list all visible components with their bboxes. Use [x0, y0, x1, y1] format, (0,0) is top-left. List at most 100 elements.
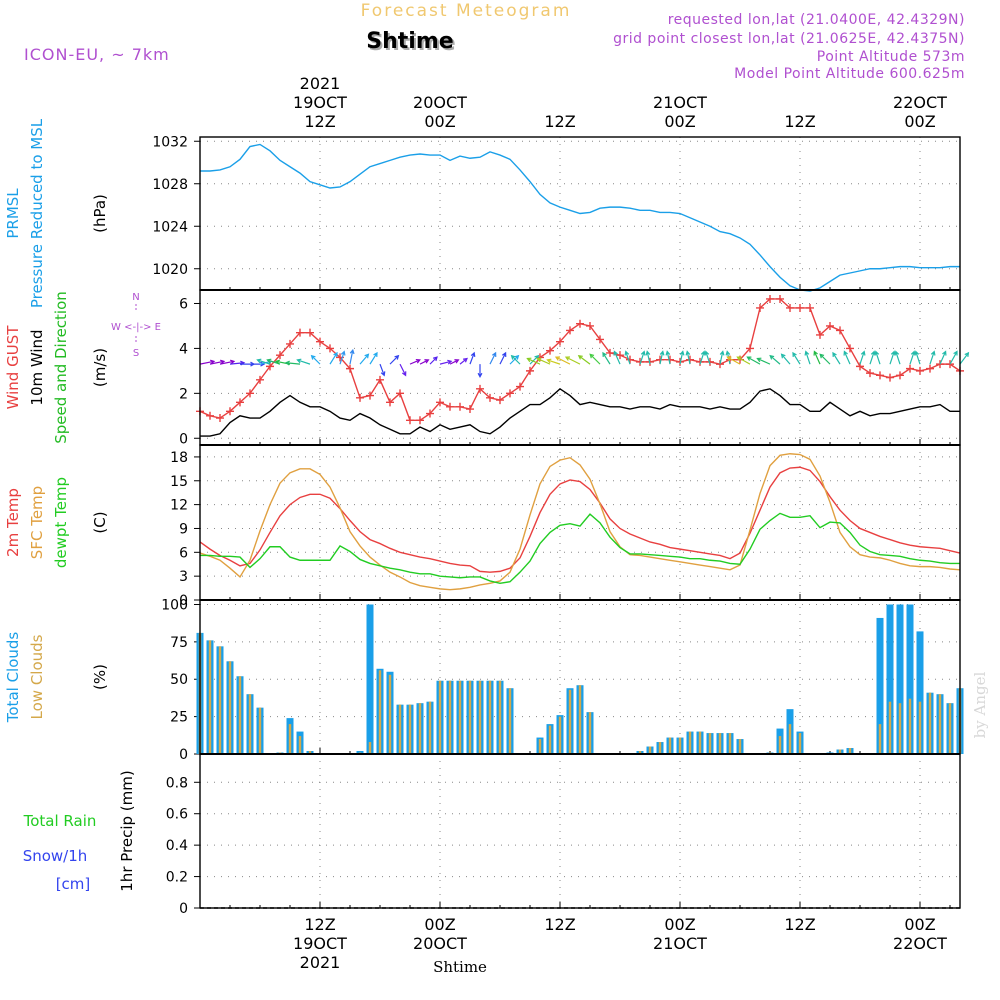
y-tick-label: 0: [179, 901, 188, 917]
gust-point: [836, 326, 844, 335]
wind-direction-arrow: [459, 357, 468, 365]
series-line-pressure: [200, 143, 960, 292]
wind-direction-arrow: [613, 350, 621, 365]
y-tick-label: 0: [179, 747, 188, 763]
watermark: by Angel: [971, 671, 989, 738]
super-title: Forecast Meteogram: [361, 1, 572, 21]
wind-direction-arrow: [665, 350, 671, 365]
gust-point: [506, 389, 514, 398]
panel-label: 10m Wind: [28, 329, 46, 405]
gust-point: [496, 396, 504, 405]
low-cloud-bar: [638, 751, 642, 754]
top-time-label: 12Z: [784, 112, 815, 131]
panel-frame: [199, 444, 961, 601]
total-cloud-bar: [896, 604, 904, 754]
low-cloud-bar: [788, 724, 792, 754]
y-axis-label: (hPa): [91, 194, 109, 233]
low-cloud-bar: [648, 746, 652, 754]
gust-point: [556, 337, 564, 346]
y-tick-label: 2: [179, 386, 188, 402]
wind-direction-arrow: [792, 351, 801, 365]
bottom-time-label: 20OCT: [413, 934, 467, 953]
low-cloud-bar: [558, 716, 562, 754]
low-cloud-bar: [838, 749, 842, 754]
wind-direction-arrow: [310, 354, 321, 365]
total-cloud-bar: [916, 631, 924, 754]
gust-point: [916, 366, 924, 375]
low-cloud-bar: [308, 751, 312, 754]
wind-direction-arrow: [564, 356, 581, 365]
low-cloud-bar: [848, 748, 852, 754]
total-cloud-bar: [906, 604, 914, 754]
top-time-label: 00Z: [424, 112, 455, 131]
gust-point: [546, 346, 554, 355]
series-line-sfc-temp: [199, 453, 961, 591]
wind-direction-arrow: [914, 350, 921, 365]
gust-point: [316, 337, 324, 346]
bottom-time-label: 00Z: [904, 915, 935, 934]
bottom-time-label: 12Z: [544, 915, 575, 934]
low-cloud-bar: [448, 680, 452, 754]
series-line-dewpt-temp: [200, 512, 960, 585]
x-axis-title: Shtime: [433, 958, 487, 976]
wind-direction-arrow: [645, 350, 651, 365]
panel-pressure: 1020 1024 1028 1032 PRMSL Pressure Reduced to…: [4, 118, 961, 308]
wind-direction-arrow: [736, 356, 751, 365]
wind-direction-arrow: [477, 364, 483, 378]
wind-direction-arrow: [209, 359, 226, 365]
low-cloud-bar: [708, 733, 712, 754]
low-cloud-bar: [398, 704, 402, 754]
y-tick-label: 0.8: [166, 775, 188, 791]
series-line-10m-wind: [200, 387, 960, 437]
y-tick-label: 1024: [152, 219, 188, 235]
gust-point: [606, 348, 614, 357]
wind-direction-arrow: [719, 350, 725, 365]
bottom-time-label: 12Z: [784, 915, 815, 934]
gust-point: [466, 405, 474, 414]
compass-north: N: [132, 292, 139, 303]
y-tick-label: 15: [170, 474, 188, 490]
low-cloud-bar: [898, 703, 902, 754]
gust-point: [306, 328, 314, 337]
wind-direction-arrow: [859, 350, 866, 365]
wind-direction-arrow: [554, 356, 571, 365]
series-line-2m-temp: [199, 466, 961, 573]
low-cloud-bar: [588, 712, 592, 754]
gust-point: [206, 411, 214, 420]
point-altitude: Point Altitude 573m: [817, 49, 965, 65]
low-cloud-bar: [218, 646, 222, 754]
low-cloud-bar: [438, 680, 442, 754]
gust-point: [476, 384, 484, 393]
low-cloud-bar: [508, 688, 512, 754]
bottom-time-label: 2021: [300, 953, 341, 972]
gust-point: [346, 364, 354, 373]
gust-point: [566, 326, 574, 335]
gust-point: [276, 351, 284, 360]
series-line-wind-gust: [199, 298, 961, 421]
wind-direction-arrow: [813, 350, 821, 365]
panel-frame: [199, 753, 961, 909]
y-tick-label: 0.6: [166, 807, 188, 823]
gust-point: [896, 371, 904, 380]
panels: 1020 1024 1028 1032 PRMSL Pressure Reduced to…: [4, 118, 970, 917]
gust-point: [816, 330, 824, 339]
low-cloud-bar: [478, 680, 482, 754]
wind-direction-arrow: [659, 350, 665, 365]
gust-point: [416, 416, 424, 425]
gust-point: [226, 407, 234, 416]
y-tick-label: 50: [170, 672, 188, 688]
gust-point: [396, 389, 404, 398]
low-cloud-bar: [238, 676, 242, 754]
gust-point: [876, 371, 884, 380]
gust-point: [886, 373, 894, 382]
panel-label: Total Clouds: [4, 632, 22, 724]
top-time-label: 22OCT: [893, 93, 947, 112]
y-tick-label: 1020: [152, 262, 188, 278]
wind-direction-arrow: [509, 354, 520, 365]
gust-point: [326, 344, 334, 353]
wind-direction-arrow: [399, 363, 407, 377]
model-altitude: Model Point Altitude 600.625m: [734, 66, 965, 82]
panel-label: Low Clouds: [28, 634, 46, 719]
gust-point: [366, 391, 374, 400]
